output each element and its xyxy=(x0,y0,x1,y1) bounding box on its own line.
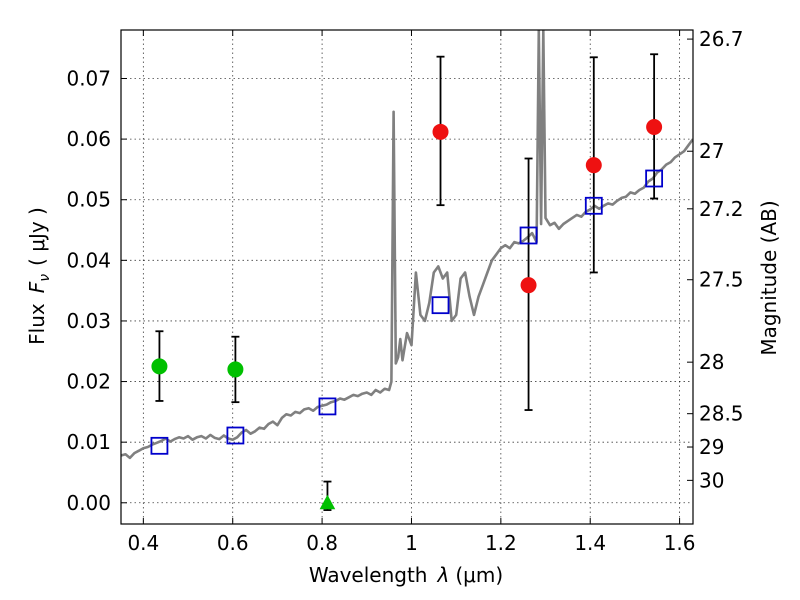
y-tick-label: 0.06 xyxy=(66,127,111,151)
observed-red-point xyxy=(520,277,537,294)
observed-red-point xyxy=(646,118,663,135)
y-axis-label-symbol: F xyxy=(25,281,49,293)
observed-green-point xyxy=(227,361,244,378)
synthetic-photometry-square xyxy=(318,397,337,416)
y-axis-label-unit: ( μJy ) xyxy=(25,207,49,266)
synthetic-photometry-square xyxy=(645,169,664,188)
observed-red-point xyxy=(585,157,602,174)
synthetic-photometry-square xyxy=(431,296,450,315)
observed-red-point xyxy=(432,123,449,140)
observed-green-triangle xyxy=(319,494,336,510)
y2-axis-label: Magnitude (AB) xyxy=(757,200,781,355)
x-tick-label: 1.6 xyxy=(664,531,696,555)
y-tick-label: 0.05 xyxy=(66,188,111,212)
y-tick-label: 0.01 xyxy=(66,430,111,454)
y-tick-label: 0.07 xyxy=(66,66,111,90)
y2-tick-label: 26.7 xyxy=(699,27,744,51)
x-axis-label-symbol: λ xyxy=(437,563,450,587)
x-tick-label: 0.4 xyxy=(127,531,159,555)
x-axis-label-text: Wavelength xyxy=(309,563,428,587)
ticks-layer: 0.4 0.6 0.8 1 1.2 1.4 1.6 0.00 0.01 0.02 0.03 0.04 0… xyxy=(66,27,743,555)
y2-tick-label: 30 xyxy=(699,468,724,492)
y-axis-label-text: Flux xyxy=(25,303,49,345)
synthetic-photometry-square xyxy=(519,226,538,245)
x-tick-label: 1 xyxy=(405,531,418,555)
y-tick-label: 0.00 xyxy=(66,491,111,515)
synthetic-photometry-square xyxy=(584,196,603,215)
observed-green-point xyxy=(151,358,168,375)
y-tick-label: 0.02 xyxy=(66,370,111,394)
plot-frame xyxy=(120,29,694,525)
x-tick-label: 0.6 xyxy=(217,531,249,555)
y2-tick-label: 27 xyxy=(699,139,724,163)
x-tick-label: 1.2 xyxy=(485,531,517,555)
x-tick-label: 1.4 xyxy=(574,531,606,555)
y2-tick-label: 28 xyxy=(699,350,724,374)
x-axis-label-unit: (μm) xyxy=(455,563,503,587)
synthetic-photometry-square xyxy=(150,436,169,455)
y2-tick-label: 28.5 xyxy=(699,402,744,426)
y-axis-label-subscript: ν xyxy=(37,274,53,282)
synthetic-photometry-square xyxy=(226,426,245,445)
grid xyxy=(121,30,693,524)
y2-tick-label: 27.2 xyxy=(699,197,744,221)
y-tick-label: 0.04 xyxy=(66,248,111,272)
markers-layer xyxy=(150,118,664,510)
y2-tick-label: 29 xyxy=(699,435,724,459)
y-tick-label: 0.03 xyxy=(66,309,111,333)
y2-tick-label: 27.5 xyxy=(699,268,744,292)
x-tick-label: 0.8 xyxy=(306,531,338,555)
x-axis-label: Wavelength λ (μm) xyxy=(309,563,503,587)
y-axis-label: Flux Fν ( μJy ) xyxy=(25,207,53,345)
